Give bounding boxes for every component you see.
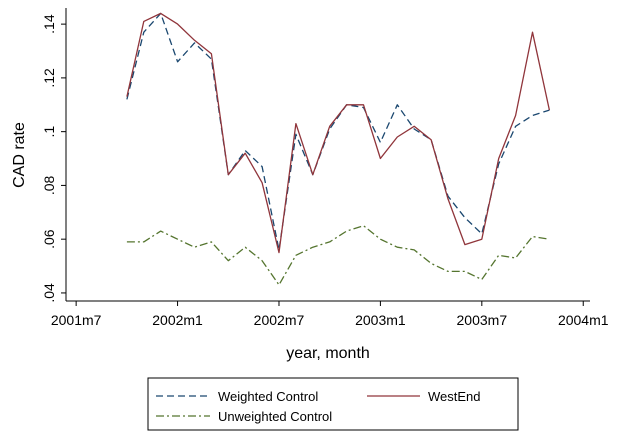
y-tick-label: .08 [41, 175, 57, 195]
y-ticks: .04 .06 .08 .1 .12 .14 [41, 14, 66, 303]
x-ticks: 2001m7 2002m1 2002m7 2003m1 2003m7 2004m1 [51, 301, 609, 328]
legend-item-westend: WestEnd [367, 389, 481, 404]
legend-item-weighted-control: Weighted Control [156, 389, 318, 404]
legend-label-westend: WestEnd [428, 389, 481, 404]
legend-label-weighted-control: Weighted Control [218, 389, 318, 404]
x-axis-title: year, month [286, 345, 370, 362]
y-tick-label: .06 [41, 229, 57, 249]
legend-box [147, 377, 519, 431]
x-tick-label: 2004m1 [558, 312, 609, 328]
legend: Weighted Control WestEnd Unweighted Cont… [147, 377, 519, 431]
x-tick-label: 2003m1 [355, 312, 406, 328]
series-line-unweighted-control [126, 225, 550, 286]
series-line-weighted-control [126, 12, 550, 251]
series-layer [126, 12, 551, 286]
x-tick-label: 2001m7 [51, 312, 102, 328]
y-tick-label: .14 [41, 14, 57, 34]
y-axis-title: CAD rate [11, 122, 28, 188]
y-tick-label: .12 [41, 68, 57, 88]
y-tick-label: .04 [41, 283, 57, 303]
legend-item-unweighted-control: Unweighted Control [156, 409, 332, 424]
x-tick-label: 2002m7 [254, 312, 305, 328]
y-tick-label: .1 [41, 126, 57, 138]
x-tick-label: 2003m7 [457, 312, 508, 328]
series-line-westend [126, 12, 551, 254]
legend-label-unweighted-control: Unweighted Control [218, 409, 332, 424]
plot-area: .04 .06 .08 .1 .12 .14 2001m7 2002m1 2002m7 2003… [41, 8, 609, 328]
x-tick-label: 2002m1 [152, 312, 203, 328]
